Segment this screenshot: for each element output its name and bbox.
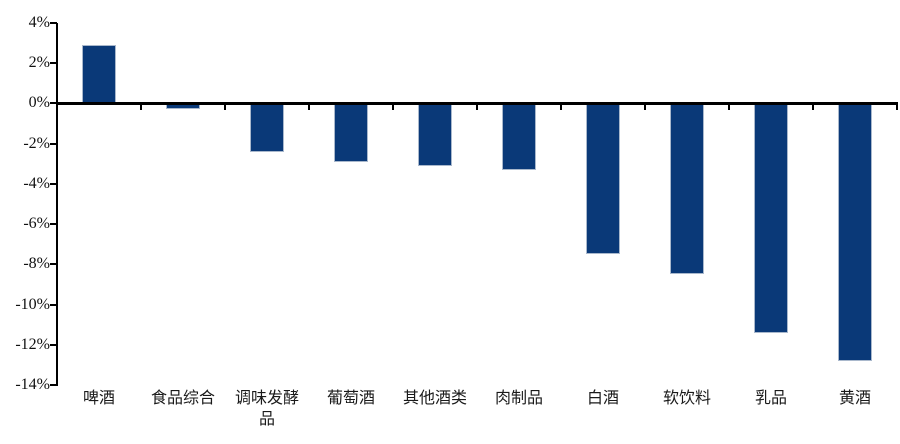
x-axis-tick-mark [896, 104, 898, 111]
category-label-text: 黄酒 [838, 390, 871, 407]
y-axis-tick-label: -14% [15, 376, 50, 393]
category-label-text: 肉制品 [494, 390, 543, 407]
y-axis-line [56, 23, 58, 386]
category-label-text: 调味发酵品 [234, 390, 299, 428]
x-axis-tick-mark [812, 104, 814, 111]
bar [250, 103, 284, 152]
y-axis-tick-mark [50, 182, 57, 185]
category-label: 肉制品 [477, 388, 561, 409]
x-axis-tick-mark [644, 104, 646, 111]
category-label-text: 乳品 [754, 390, 787, 407]
category-label-text: 其他酒类 [402, 390, 467, 407]
category-label-text: 软饮料 [662, 390, 711, 407]
y-axis-tick-mark [50, 22, 57, 24]
y-axis-tick-mark [50, 303, 57, 306]
category-label-text: 白酒 [586, 390, 619, 407]
bar [418, 103, 452, 166]
x-axis-tick-mark [392, 104, 394, 111]
x-axis-tick-mark [476, 104, 478, 111]
y-axis-tick-label: -2% [23, 134, 50, 152]
category-label: 调味发酵品 [225, 388, 309, 430]
bar [334, 103, 368, 162]
category-label: 啤酒 [57, 388, 141, 409]
y-axis-tick-label: -6% [23, 215, 50, 233]
y-axis-tick-label: 0% [28, 94, 50, 112]
y-axis-tick-mark [50, 263, 57, 266]
category-label: 食品综合 [141, 388, 225, 409]
category-label-text: 食品综合 [150, 390, 215, 407]
y-axis-tick-mark [50, 102, 57, 105]
x-axis-tick-mark [224, 104, 226, 111]
y-axis-tick-label: -8% [23, 255, 50, 273]
zero-axis-line [56, 102, 898, 106]
y-axis-tick-label: 4% [28, 14, 50, 31]
category-label: 乳品 [729, 388, 813, 409]
y-axis-tick-mark [50, 62, 57, 65]
bar [82, 45, 116, 104]
y-axis-tick-mark [50, 223, 57, 226]
category-label: 其他酒类 [393, 388, 477, 409]
bar [502, 103, 536, 170]
y-axis-tick-label: -12% [15, 335, 50, 353]
x-axis-tick-mark [728, 104, 730, 111]
x-axis-tick-mark [308, 104, 310, 111]
bar [586, 103, 620, 255]
y-axis-tick-mark [50, 343, 57, 346]
x-axis-tick-mark [140, 104, 142, 111]
y-axis-tick-label: 2% [28, 54, 50, 72]
x-axis-tick-mark [56, 104, 58, 111]
x-axis-tick-mark [560, 104, 562, 111]
bar [838, 103, 872, 361]
category-label: 黄酒 [813, 388, 897, 409]
y-axis-tick-label: -10% [15, 295, 50, 313]
bar [754, 103, 788, 333]
y-axis-tick-mark [50, 142, 57, 145]
category-label: 白酒 [561, 388, 645, 409]
category-label-text: 啤酒 [82, 390, 115, 407]
category-label-text: 葡萄酒 [326, 390, 375, 407]
category-label: 葡萄酒 [309, 388, 393, 409]
y-axis-tick-mark [50, 384, 57, 386]
y-axis-tick-label: -4% [23, 174, 50, 192]
category-label: 软饮料 [645, 388, 729, 409]
bar [670, 103, 704, 275]
